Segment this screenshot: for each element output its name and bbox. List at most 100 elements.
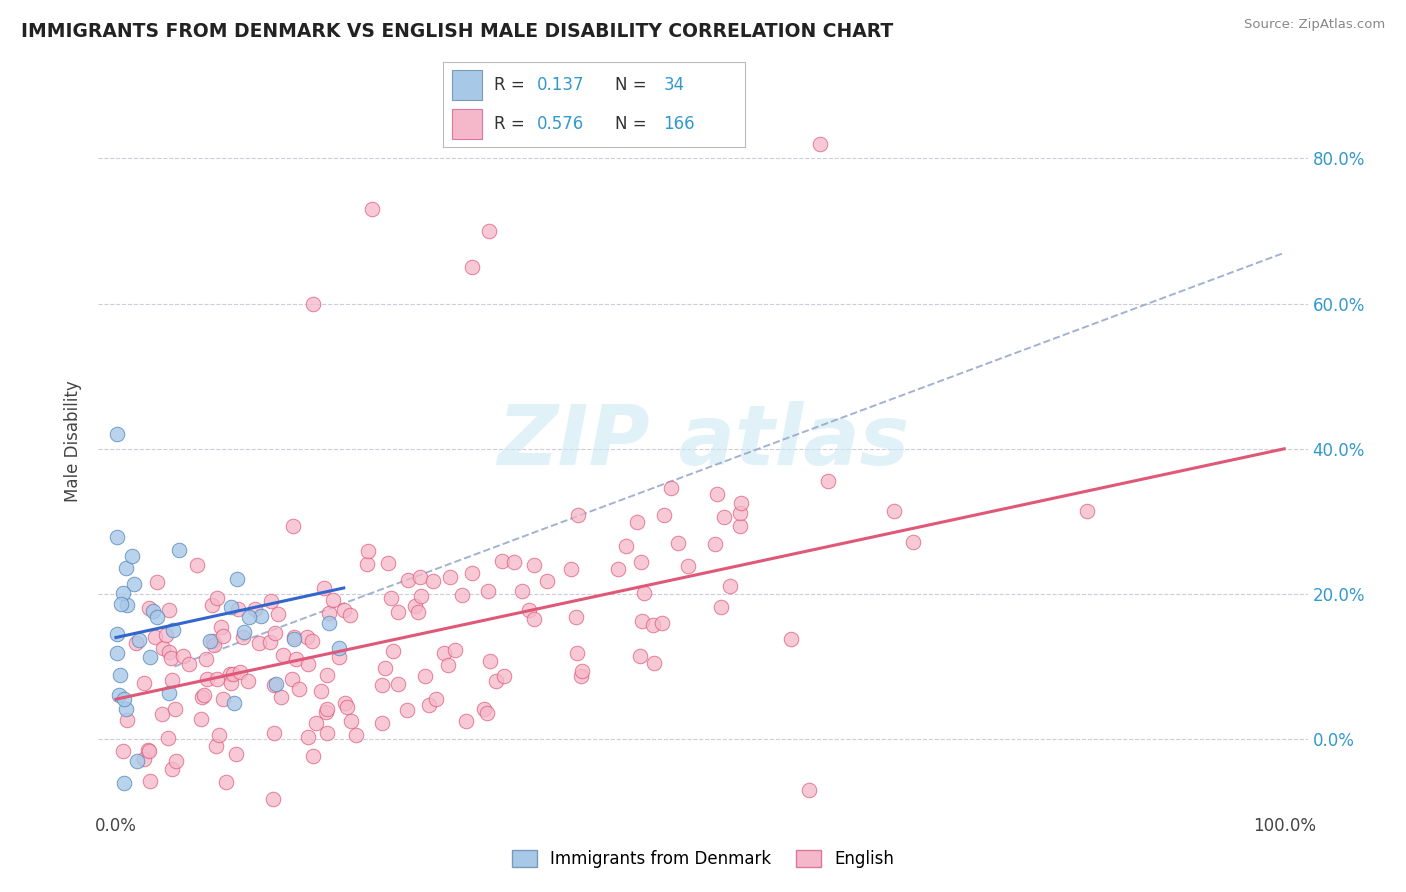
Point — [651, 615, 673, 630]
Point — [191, 690, 214, 704]
Point — [136, 743, 159, 757]
Point — [219, 676, 242, 690]
Point — [461, 566, 484, 580]
Point — [607, 562, 630, 576]
Point — [211, 620, 233, 634]
Point — [418, 698, 440, 712]
Point — [425, 691, 447, 706]
Point — [105, 627, 128, 641]
Point — [138, 601, 160, 615]
Point — [221, 599, 243, 614]
Point — [146, 609, 169, 624]
Y-axis label: Male Disability: Male Disability — [65, 381, 83, 502]
Point — [162, 624, 184, 638]
Point — [138, 649, 160, 664]
Point — [713, 509, 735, 524]
Point — [263, 677, 285, 691]
Point — [146, 574, 169, 589]
Point — [247, 636, 270, 650]
Point — [477, 583, 499, 598]
Point — [195, 672, 218, 686]
Point — [283, 632, 305, 646]
Point — [380, 591, 402, 605]
Point — [115, 713, 138, 727]
Point — [128, 632, 150, 647]
Point — [115, 599, 138, 613]
Point — [478, 224, 501, 238]
FancyBboxPatch shape — [451, 109, 482, 139]
Point — [523, 612, 546, 626]
Point — [138, 744, 160, 758]
Point — [409, 570, 432, 584]
Point — [817, 474, 839, 488]
Point — [404, 599, 426, 613]
Point — [267, 607, 290, 621]
Point — [406, 605, 429, 619]
Point — [652, 508, 675, 523]
Point — [270, 690, 292, 704]
Point — [305, 715, 328, 730]
Point — [243, 602, 266, 616]
Point — [451, 588, 474, 602]
Point — [523, 558, 546, 573]
Point — [211, 692, 233, 706]
Point — [318, 606, 340, 620]
Point — [236, 674, 259, 689]
Point — [328, 640, 350, 655]
Point — [225, 572, 247, 586]
Point — [194, 652, 217, 666]
FancyBboxPatch shape — [451, 70, 482, 100]
Point — [114, 702, 136, 716]
Text: Source: ZipAtlas.com: Source: ZipAtlas.com — [1244, 18, 1385, 31]
Point — [226, 602, 249, 616]
Point — [312, 581, 335, 595]
Point — [413, 669, 436, 683]
Point — [229, 665, 252, 680]
Point — [110, 667, 132, 681]
Point — [371, 716, 394, 731]
Point — [302, 748, 325, 763]
Text: N =: N = — [616, 115, 652, 133]
Point — [179, 657, 201, 672]
Point — [485, 674, 508, 689]
Point — [333, 696, 356, 710]
Point — [112, 775, 135, 789]
Point — [503, 555, 526, 569]
Point — [297, 657, 319, 671]
Point — [437, 658, 460, 673]
Point — [377, 556, 399, 570]
Point — [159, 650, 181, 665]
Point — [328, 650, 350, 665]
Point — [901, 534, 924, 549]
Point — [315, 705, 337, 719]
Point — [297, 731, 319, 745]
Point — [132, 675, 155, 690]
Point — [281, 673, 304, 687]
Point — [301, 296, 323, 310]
Point — [474, 702, 496, 716]
Point — [728, 518, 751, 533]
Text: 34: 34 — [664, 77, 685, 95]
Point — [643, 657, 665, 671]
Point — [238, 610, 260, 624]
Point — [301, 633, 323, 648]
Text: N =: N = — [616, 77, 652, 95]
Point — [250, 608, 273, 623]
Point — [201, 633, 224, 648]
Point — [411, 590, 433, 604]
Point — [110, 597, 132, 611]
Point — [121, 549, 143, 563]
Point — [461, 260, 484, 275]
Point — [626, 515, 648, 529]
Point — [560, 562, 582, 576]
Point — [208, 728, 231, 742]
Point — [433, 646, 456, 660]
Point — [340, 714, 363, 729]
Point — [315, 726, 337, 740]
Point — [780, 632, 803, 646]
Point — [222, 666, 245, 681]
Text: R =: R = — [495, 77, 530, 95]
Point — [112, 691, 135, 706]
Point — [360, 202, 382, 217]
Point — [215, 775, 238, 789]
